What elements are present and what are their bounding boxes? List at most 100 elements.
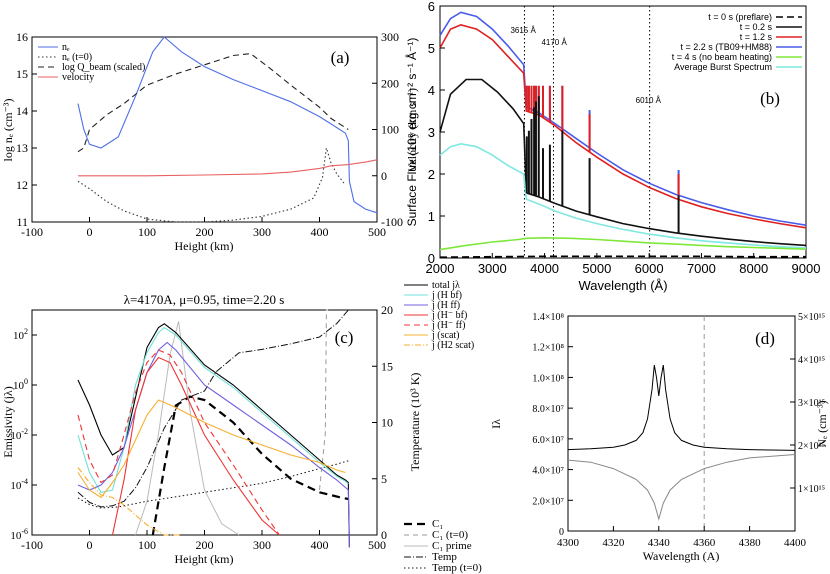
panel-d-ytick-label: 8.0×10⁷ (532, 404, 564, 415)
panel-c-legend-label: j (scat) (431, 330, 460, 341)
panel-a-ylabel: log nₑ (cm⁻³) (1, 99, 15, 162)
panel-c-label: (c) (335, 328, 354, 347)
panel-c-legend-label: j (H ff) (431, 300, 460, 311)
panel-c-right-series-0 (151, 395, 349, 536)
panel-c-title: λ=4170A, μ=0.95, time=2.20 s (124, 292, 285, 307)
panel-a-ytick-label: 15 (16, 67, 28, 81)
panel-c-series-1 (77, 326, 349, 494)
panel-d-ylabel: Iλ (489, 419, 503, 429)
panel-c-ytick-label: 10-6 (10, 527, 28, 542)
panel-c-xtick-label: 200 (196, 538, 214, 552)
panel-d-ytick-right-label: 3×10¹⁵ (798, 398, 825, 409)
panel-a-ytick-right-label: 200 (381, 76, 399, 90)
panel-b-series-3 (439, 142, 807, 249)
panel-b-legend: t = 0 s (preflare)t = 0.2 st = 1.2 st = … (672, 12, 802, 72)
panel-c-legend-label: j (H⁻ bf) (431, 310, 467, 321)
panel-b-ytick-label: 2 (428, 167, 435, 182)
panel-c-ytick-right-label: 5 (381, 472, 387, 486)
panel-c-right-series-2 (135, 321, 240, 536)
panel-b: 3615 Å 4170 Å 6010 Å 2000 3000 4000 5000 6000 70… (404, 0, 820, 293)
panel-c-series-6 (77, 467, 182, 536)
panel-b-ytick-label: 5 (428, 41, 435, 56)
panel-b-vline-label: 3615 Å (510, 26, 536, 35)
panel-d-xtick-label: 4380 (739, 537, 762, 549)
panel-c-right-series-3 (77, 309, 349, 508)
panel-a-ytick-label: 16 (16, 30, 28, 44)
panel-b-legend-label: t = 1.2 s (740, 32, 773, 42)
panel-a-ytick-right-label: 300 (381, 30, 399, 44)
panel-a-ytick-label: 12 (16, 178, 28, 192)
panel-d-series-1 (567, 454, 796, 521)
panel-c-legend-bottom-label: C₁ prime (432, 540, 472, 552)
panel-b-legend-label: Average Burst Spectrum (674, 62, 772, 72)
panel-b-ytick-label: 1 (428, 209, 435, 224)
panel-b-series-2 (439, 78, 807, 247)
panel-a-legend-label: log Q_beam (scaled) (62, 62, 145, 73)
panel-c-ytick-right-label: 10 (381, 416, 393, 430)
panel-b-ytick-label: 6 (428, 0, 435, 14)
panel-d-ytick-label: 1.0×10⁸ (532, 373, 564, 384)
panel-d-ytick-label: 4.0×10⁷ (532, 466, 564, 477)
panel-b-series-5 (439, 255, 806, 258)
panel-b-legend-label: t = 2.2 s (TB09+HM88) (680, 42, 772, 52)
panel-b-xtick-label: 4000 (530, 261, 559, 276)
panel-b-ytick-label: 3 (428, 125, 435, 140)
panel-b-xtick-label: 5000 (582, 261, 611, 276)
panel-c-series-4 (77, 349, 280, 536)
panel-c-ytick-label: 100 (13, 377, 28, 392)
panel-a-legend-label: nₑ (62, 42, 70, 53)
panel-d-ytick-right-label: 2×10¹⁵ (798, 441, 825, 452)
panel-b-ytick-label: 4 (428, 83, 435, 98)
panel-b-xtick-label: 8000 (739, 261, 768, 276)
panel-a-ytick-right-label: -100 (381, 215, 403, 229)
panel-d-ylabel-right: Nₑ (cm⁻³) (815, 400, 829, 447)
panel-d-ytick-label: 6.0×10⁷ (532, 435, 564, 446)
panel-c-legend-bottom-label: C₁ (432, 518, 443, 530)
panel-c-xtick-label: 300 (253, 538, 271, 552)
panel-c-ytick-label: 10-2 (10, 427, 28, 442)
panel-b-ytick-label: 0 (428, 251, 435, 266)
panel-a-xtick-label: 500 (368, 225, 386, 239)
panel-c-ylabel: Emissivity (jλ) (1, 386, 15, 457)
panel-c-legend-label: j (H2 scat) (431, 340, 474, 351)
panel-b-xtick-label: 7000 (687, 261, 716, 276)
panel-d-ytick-right-label: 1×10¹⁵ (798, 484, 825, 495)
panel-d-xtick-label: 4400 (784, 537, 807, 549)
panel-d-xtick-label: 4360 (693, 537, 716, 549)
panel-a: -100 0 100 200 300 400 500 11 12 13 14 15 16 -100 0 100… (1, 30, 419, 253)
panel-c-legend-bottom-label: Temp (t=0) (432, 562, 482, 574)
panel-b-xlabel: Wavelength (Å) (578, 278, 667, 293)
panel-d-ytick-right-label: 4×10¹⁵ (798, 355, 825, 366)
panel-b-series-1 (439, 24, 807, 229)
panel-c-legend-bottom-label: C₁ (t=0) (432, 529, 468, 541)
panel-a-xtick-label: 400 (311, 225, 329, 239)
panel-c-legend-bottom-label: Temp (432, 551, 457, 563)
panel-a-series-1 (77, 147, 346, 223)
panel-a-ytick-label: 13 (16, 141, 28, 155)
panel-c-xtick-label: 500 (368, 538, 386, 552)
panel-b-legend-label: t = 0 s (preflare) (708, 12, 772, 22)
panel-c-legend-label: total jλ (432, 280, 460, 291)
panel-b-label: (b) (760, 89, 780, 108)
panel-d-frame (567, 315, 796, 532)
panel-c-series-2 (77, 341, 350, 548)
panel-d-ytick-label: 1.4×10⁸ (532, 312, 564, 323)
panel-a-xtick-label: -100 (21, 225, 43, 239)
panel-b-vline-label: 4170 Å (541, 38, 567, 47)
panel-c-xtick-label: -100 (21, 538, 43, 552)
panel-c-series-3 (111, 356, 280, 536)
panel-c-right-series-4 (77, 460, 349, 509)
panel-a-xtick-label: 100 (138, 225, 156, 239)
panel-c-xlabel: Height (km) (175, 552, 234, 566)
panel-d-ytick-label: 1.2×10⁸ (532, 343, 564, 354)
panel-a-series-3 (78, 159, 378, 177)
panel-a-legend-label: velocity (62, 72, 94, 83)
panel-c-ytick-label: 102 (13, 327, 28, 342)
panel-b-vline-label: 6010 Å (636, 96, 662, 105)
panel-a-xtick-label: 200 (196, 225, 214, 239)
panel-b-series-0 (439, 11, 807, 226)
panel-c-ylabel-right: Temperature (10³ K) (408, 373, 422, 472)
